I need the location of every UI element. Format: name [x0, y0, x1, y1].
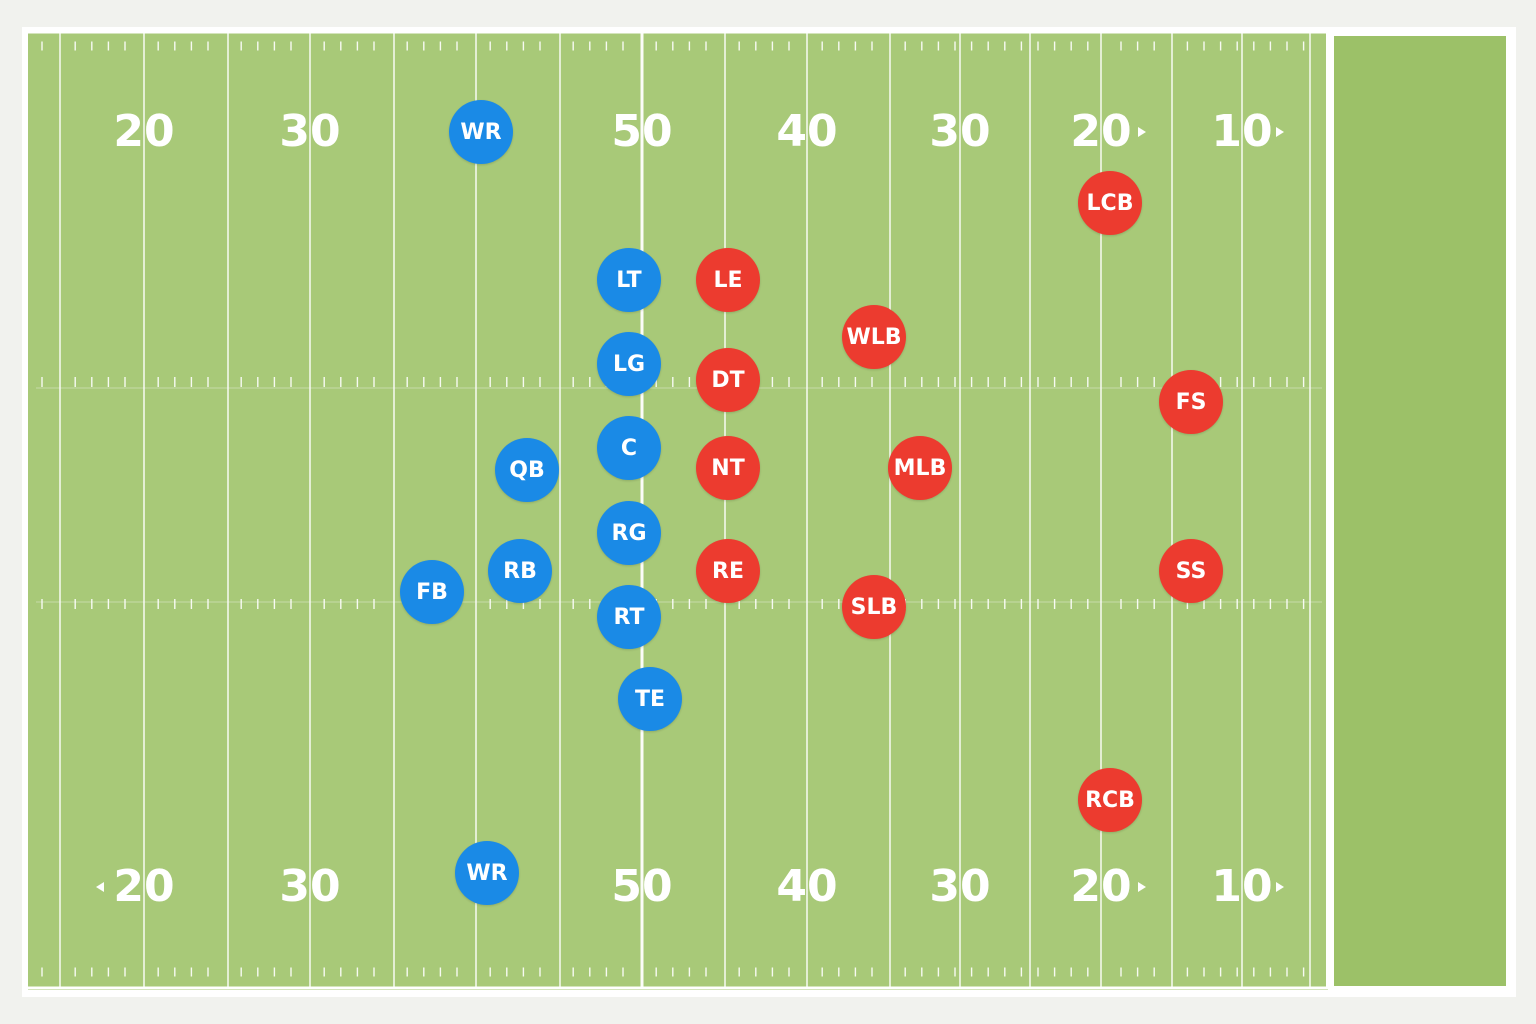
direction-arrow-icon: [1276, 127, 1284, 137]
yard-number-bottom-6: 20: [1070, 861, 1132, 912]
direction-arrow-icon: [1138, 127, 1146, 137]
offense-player-qb[interactable]: QB: [495, 438, 559, 502]
end-zone: [1334, 36, 1506, 986]
offense-player-wr-top[interactable]: WR: [449, 100, 513, 164]
defense-player-mlb[interactable]: MLB: [888, 436, 952, 500]
defense-player-re[interactable]: RE: [696, 539, 760, 603]
yard-number-bottom-4: 40: [776, 861, 838, 912]
offense-player-te[interactable]: TE: [618, 667, 682, 731]
offense-player-rt[interactable]: RT: [597, 585, 661, 649]
offense-player-wr-bottom[interactable]: WR: [455, 841, 519, 905]
yard-number-top-2: 30: [279, 106, 341, 157]
offense-player-rb[interactable]: RB: [488, 539, 552, 603]
offense-player-c[interactable]: C: [597, 416, 661, 480]
direction-arrow-icon: [1276, 882, 1284, 892]
defense-player-ss[interactable]: SS: [1159, 539, 1223, 603]
defense-player-wlb[interactable]: WLB: [842, 305, 906, 369]
defense-player-nt[interactable]: NT: [696, 436, 760, 500]
yard-number-top-4: 40: [776, 106, 838, 157]
defense-player-le[interactable]: LE: [696, 248, 760, 312]
yard-number-top-5: 30: [929, 106, 991, 157]
defense-player-fs[interactable]: FS: [1159, 370, 1223, 434]
yard-number-bottom-1: 20: [113, 861, 175, 912]
yard-number-bottom-3: 50: [611, 861, 673, 912]
offense-player-lt[interactable]: LT: [597, 248, 661, 312]
defense-player-rcb[interactable]: RCB: [1078, 768, 1142, 832]
yard-number-bottom-2: 30: [279, 861, 341, 912]
yard-number-top-3: 50: [611, 106, 673, 157]
yard-number-bottom-7: 10: [1211, 861, 1273, 912]
yard-number-top-7: 10: [1211, 106, 1273, 157]
defense-player-lcb[interactable]: LCB: [1078, 171, 1142, 235]
yard-number-top-1: 20: [113, 106, 175, 157]
defense-player-slb[interactable]: SLB: [842, 575, 906, 639]
yard-number-bottom-5: 30: [929, 861, 991, 912]
yard-number-top-6: 20: [1070, 106, 1132, 157]
offense-player-lg[interactable]: LG: [597, 332, 661, 396]
defense-player-dt[interactable]: DT: [696, 348, 760, 412]
offense-player-fb[interactable]: FB: [400, 560, 464, 624]
offense-player-rg[interactable]: RG: [597, 501, 661, 565]
direction-arrow-icon: [96, 882, 104, 892]
direction-arrow-icon: [1138, 882, 1146, 892]
